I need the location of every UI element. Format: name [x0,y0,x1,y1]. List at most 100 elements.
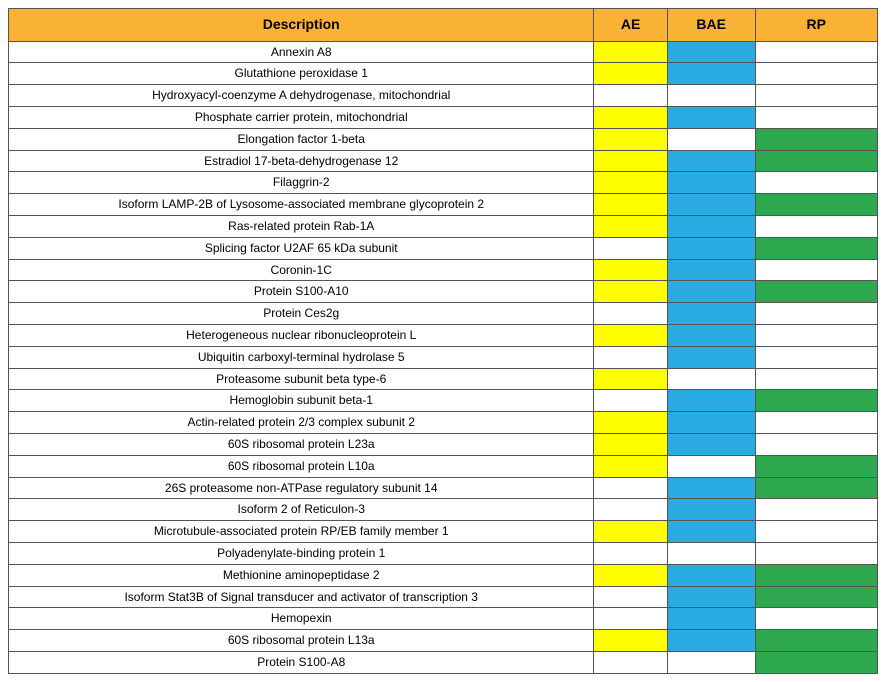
bae-cell [667,194,755,216]
table-row: Glutathione peroxidase 1 [9,63,878,85]
table-row: Proteasome subunit beta type-6 [9,368,878,390]
ae-cell [594,390,667,412]
desc-cell: Actin-related protein 2/3 complex subuni… [9,412,594,434]
ae-cell [594,651,667,673]
bae-cell [667,433,755,455]
ae-cell [594,477,667,499]
desc-cell: Protein S100-A8 [9,651,594,673]
ae-cell [594,281,667,303]
protein-table: Description AE BAE RP Annexin A8Glutathi… [8,8,878,674]
desc-cell: 60S ribosomal protein L13a [9,630,594,652]
table-row: Polyadenylate-binding protein 1 [9,542,878,564]
table-row: Isoform LAMP-2B of Lysosome-associated m… [9,194,878,216]
ae-cell [594,455,667,477]
bae-cell [667,368,755,390]
table-row: 26S proteasome non-ATPase regulatory sub… [9,477,878,499]
table-row: Methionine aminopeptidase 2 [9,564,878,586]
ae-cell [594,259,667,281]
desc-cell: Proteasome subunit beta type-6 [9,368,594,390]
rp-cell [755,499,877,521]
rp-cell [755,150,877,172]
bae-cell [667,215,755,237]
desc-cell: Isoform Stat3B of Signal transducer and … [9,586,594,608]
desc-cell: Hemoglobin subunit beta-1 [9,390,594,412]
table-row: 60S ribosomal protein L13a [9,630,878,652]
ae-cell [594,324,667,346]
rp-cell [755,259,877,281]
ae-cell [594,412,667,434]
rp-cell [755,106,877,128]
ae-cell [594,41,667,63]
bae-cell [667,281,755,303]
rp-cell [755,324,877,346]
rp-cell [755,41,877,63]
ae-cell [594,150,667,172]
ae-cell [594,106,667,128]
desc-cell: Estradiol 17-beta-dehydrogenase 12 [9,150,594,172]
rp-cell [755,368,877,390]
bae-cell [667,608,755,630]
ae-cell [594,237,667,259]
desc-cell: Methionine aminopeptidase 2 [9,564,594,586]
table-row: Isoform Stat3B of Signal transducer and … [9,586,878,608]
desc-cell: Elongation factor 1-beta [9,128,594,150]
table-body: Annexin A8Glutathione peroxidase 1Hydrox… [9,41,878,673]
bae-cell [667,85,755,107]
table-row: Estradiol 17-beta-dehydrogenase 12 [9,150,878,172]
bae-cell [667,586,755,608]
rp-cell [755,521,877,543]
table-row: 60S ribosomal protein L23a [9,433,878,455]
desc-cell: Protein S100-A10 [9,281,594,303]
bae-cell [667,346,755,368]
desc-cell: Ras-related protein Rab-1A [9,215,594,237]
desc-cell: Microtubule-associated protein RP/EB fam… [9,521,594,543]
rp-cell [755,237,877,259]
ae-cell [594,194,667,216]
desc-cell: Isoform 2 of Reticulon-3 [9,499,594,521]
bae-cell [667,521,755,543]
table-row: Hemoglobin subunit beta-1 [9,390,878,412]
ae-cell [594,368,667,390]
bae-cell [667,499,755,521]
ae-cell [594,542,667,564]
ae-cell [594,215,667,237]
rp-cell [755,455,877,477]
ae-cell [594,128,667,150]
ae-cell [594,85,667,107]
desc-cell: Polyadenylate-binding protein 1 [9,542,594,564]
ae-cell [594,172,667,194]
table-row: Elongation factor 1-beta [9,128,878,150]
bae-cell [667,172,755,194]
table-header-row: Description AE BAE RP [9,9,878,42]
bae-cell [667,477,755,499]
col-header-bae: BAE [667,9,755,42]
desc-cell: 26S proteasome non-ATPase regulatory sub… [9,477,594,499]
desc-cell: Splicing factor U2AF 65 kDa subunit [9,237,594,259]
table-row: Ubiquitin carboxyl-terminal hydrolase 5 [9,346,878,368]
rp-cell [755,172,877,194]
rp-cell [755,542,877,564]
desc-cell: Isoform LAMP-2B of Lysosome-associated m… [9,194,594,216]
ae-cell [594,630,667,652]
table-row: Coronin-1C [9,259,878,281]
rp-cell [755,303,877,325]
table-row: Protein Ces2g [9,303,878,325]
bae-cell [667,564,755,586]
table-row: Isoform 2 of Reticulon-3 [9,499,878,521]
bae-cell [667,651,755,673]
table-row: Annexin A8 [9,41,878,63]
table-row: Microtubule-associated protein RP/EB fam… [9,521,878,543]
table-row: Filaggrin-2 [9,172,878,194]
rp-cell [755,564,877,586]
table-row: Splicing factor U2AF 65 kDa subunit [9,237,878,259]
table-row: 60S ribosomal protein L10a [9,455,878,477]
bae-cell [667,237,755,259]
rp-cell [755,586,877,608]
ae-cell [594,586,667,608]
table-row: Hydroxyacyl-coenzyme A dehydrogenase, mi… [9,85,878,107]
ae-cell [594,303,667,325]
bae-cell [667,542,755,564]
col-header-rp: RP [755,9,877,42]
desc-cell: Hydroxyacyl-coenzyme A dehydrogenase, mi… [9,85,594,107]
bae-cell [667,455,755,477]
